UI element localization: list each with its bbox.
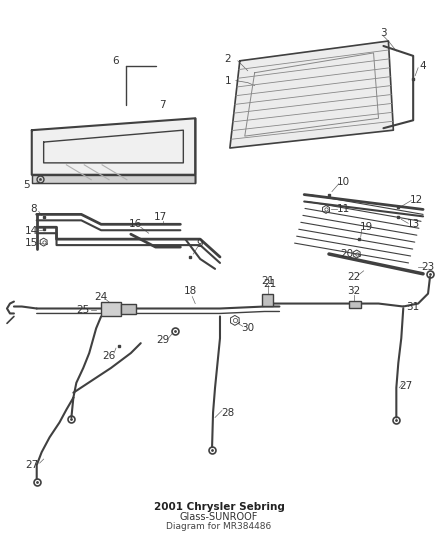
Text: Diagram for MR384486: Diagram for MR384486 xyxy=(166,522,272,531)
Text: 21: 21 xyxy=(263,279,276,289)
Text: Glass-SUNROOF: Glass-SUNROOF xyxy=(180,512,258,522)
Text: 7: 7 xyxy=(159,100,166,110)
Text: 24: 24 xyxy=(95,292,108,302)
Text: 1: 1 xyxy=(225,76,231,86)
Text: 2: 2 xyxy=(225,54,231,64)
Text: 27: 27 xyxy=(399,381,413,391)
Text: 2001 Chrysler Sebring: 2001 Chrysler Sebring xyxy=(154,502,284,512)
Polygon shape xyxy=(32,175,195,183)
Text: 10: 10 xyxy=(337,177,350,187)
Text: 16: 16 xyxy=(129,219,142,229)
Text: 12: 12 xyxy=(410,195,423,205)
Text: 17: 17 xyxy=(154,212,167,222)
Text: 3: 3 xyxy=(380,28,387,38)
Text: 6: 6 xyxy=(113,56,119,66)
Text: 28: 28 xyxy=(221,408,234,417)
Polygon shape xyxy=(32,118,195,175)
Text: 20: 20 xyxy=(340,249,353,259)
Text: 32: 32 xyxy=(347,286,360,296)
Text: 31: 31 xyxy=(406,302,420,311)
Text: 9: 9 xyxy=(197,239,204,249)
Bar xyxy=(121,304,136,314)
Text: 29: 29 xyxy=(156,335,169,345)
Text: 26: 26 xyxy=(102,351,116,361)
Text: 19: 19 xyxy=(360,222,373,232)
Text: 5: 5 xyxy=(24,180,30,190)
Text: 8: 8 xyxy=(30,205,37,214)
Text: 18: 18 xyxy=(184,286,197,296)
Text: 15: 15 xyxy=(25,238,39,248)
Text: 21: 21 xyxy=(261,276,274,286)
Text: 11: 11 xyxy=(337,205,350,214)
Text: 25: 25 xyxy=(77,305,90,316)
Text: 23: 23 xyxy=(421,262,434,272)
Bar xyxy=(261,294,273,305)
Text: 13: 13 xyxy=(406,219,420,229)
Bar xyxy=(101,302,121,317)
Text: 22: 22 xyxy=(347,272,360,282)
Text: 30: 30 xyxy=(241,324,254,333)
Text: 14: 14 xyxy=(25,226,39,236)
Text: 27: 27 xyxy=(25,460,39,470)
Bar xyxy=(349,301,360,309)
Polygon shape xyxy=(230,41,393,148)
Text: 4: 4 xyxy=(420,61,426,71)
